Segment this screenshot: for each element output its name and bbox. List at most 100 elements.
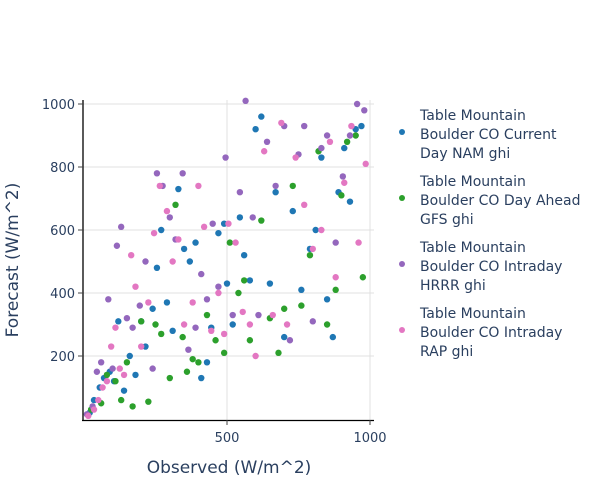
ticks: 200 400 600 800 1000 500 1000: [42, 98, 387, 446]
data-point: [97, 359, 105, 366]
data-point: [208, 327, 215, 334]
data-point: [103, 371, 111, 379]
data-point: [85, 412, 92, 420]
data-point: [123, 315, 131, 322]
data-point: [127, 252, 135, 259]
data-point: [306, 252, 314, 259]
data-point: [329, 333, 337, 341]
data-point: [117, 223, 125, 231]
data-point: [226, 239, 234, 246]
axes: [82, 100, 374, 422]
data-point: [116, 365, 123, 372]
data-point: [298, 302, 305, 309]
data-point: [341, 179, 348, 186]
data-point: [236, 214, 244, 221]
data-point: [136, 302, 143, 309]
data-point: [358, 122, 365, 130]
data-point: [355, 239, 362, 246]
data-point: [185, 346, 192, 353]
series-points: [87, 132, 367, 413]
data-point: [240, 252, 248, 259]
data-point: [359, 274, 367, 281]
data-point: [169, 327, 176, 334]
data-point: [126, 352, 133, 360]
y-axis-title: Forecast (W/m^2): [3, 183, 23, 338]
data-point: [246, 337, 254, 344]
legend-item-rap[interactable]: Table Mountain Boulder CO Intraday RAP g…: [396, 305, 596, 362]
data-point: [195, 182, 202, 190]
legend: Table Mountain Boulder CO Current Day NA…: [396, 107, 596, 371]
data-point: [220, 349, 228, 357]
data-point: [332, 286, 339, 294]
data-point: [235, 289, 242, 297]
data-point: [203, 359, 211, 366]
data-point: [323, 321, 331, 328]
data-point: [346, 198, 354, 205]
data-point: [150, 229, 158, 237]
data-point: [222, 154, 229, 161]
data-point: [258, 113, 265, 120]
data-point: [240, 277, 248, 284]
data-point: [246, 321, 254, 328]
legend-marker-icon: [399, 327, 405, 333]
x-tick-label: 1000: [353, 431, 386, 446]
data-point: [109, 365, 116, 372]
y-tick-label: 200: [50, 350, 75, 365]
data-point: [158, 226, 165, 234]
y-tick-label: 400: [50, 287, 75, 302]
data-point: [195, 359, 202, 366]
data-point: [281, 305, 288, 312]
data-point: [269, 311, 276, 319]
data-point: [266, 280, 274, 287]
data-point: [362, 160, 369, 168]
data-point: [361, 107, 368, 114]
legend-label: Table Mountain Boulder CO Day Ahead GFS …: [420, 174, 581, 228]
data-point: [323, 296, 331, 303]
data-point: [289, 207, 296, 215]
data-point: [200, 223, 208, 231]
data-point: [353, 100, 361, 108]
data-point: [301, 122, 308, 130]
x-tick-label: 500: [215, 431, 240, 446]
data-point: [132, 371, 139, 379]
data-point: [115, 318, 122, 325]
data-point: [149, 305, 156, 312]
data-point: [192, 324, 199, 331]
y-tick-label: 800: [50, 161, 75, 176]
legend-label: Table Mountain Boulder CO Intraday HRRR …: [420, 240, 563, 294]
data-point: [138, 343, 145, 350]
data-point: [163, 299, 171, 306]
data-point: [275, 349, 282, 357]
legend-label: Table Mountain Boulder CO Intraday RAP g…: [420, 306, 563, 360]
legend-item-nam[interactable]: Table Mountain Boulder CO Current Day NA…: [396, 107, 596, 164]
data-point: [99, 384, 106, 391]
data-point: [229, 321, 236, 328]
data-point: [298, 286, 305, 294]
data-point: [153, 264, 161, 271]
data-point: [93, 368, 101, 375]
data-point: [103, 378, 111, 385]
data-point: [338, 192, 345, 199]
data-point: [198, 374, 205, 382]
data-point: [145, 299, 152, 306]
data-point: [301, 201, 308, 208]
legend-item-hrrr[interactable]: Table Mountain Boulder CO Intraday HRRR …: [396, 239, 596, 296]
data-point: [129, 403, 136, 410]
x-axis-title: Observed (W/m^2): [147, 458, 312, 478]
data-point: [203, 296, 211, 303]
data-point: [186, 258, 194, 265]
data-point: [156, 182, 163, 190]
data-point: [172, 201, 179, 208]
data-point: [175, 185, 182, 193]
data-point: [95, 396, 102, 404]
legend-item-gfs[interactable]: Table Mountain Boulder CO Day Ahead GFS …: [396, 173, 596, 230]
legend-marker-icon: [399, 261, 405, 267]
data-point: [152, 321, 159, 328]
data-point: [90, 406, 98, 413]
data-point: [215, 229, 222, 237]
data-point: [318, 154, 325, 161]
data-point: [166, 374, 173, 382]
data-point: [179, 170, 186, 177]
data-point: [113, 242, 121, 249]
